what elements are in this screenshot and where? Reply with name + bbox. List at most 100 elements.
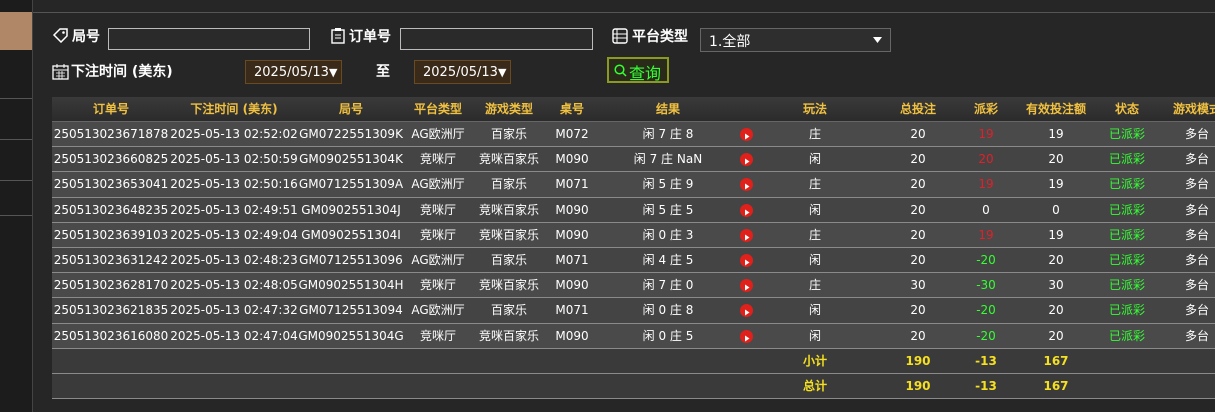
round-id: GM0722551309K [299,127,403,141]
platform: 竞咪厅 [419,152,456,167]
total-label: 总计 [802,379,827,393]
table-row[interactable] [52,248,1215,274]
round-id: GM07125513096 [299,253,403,267]
order-input[interactable] [400,28,593,50]
date-from[interactable]: 2025/05/13▼ [245,60,342,84]
total-row [52,374,1215,400]
order-id: 250513023653041 [53,177,169,192]
play-icon[interactable] [740,304,753,318]
play-triangle [745,133,750,140]
payout: 19 [978,177,994,192]
header-game-type: 游戏类型 [484,102,533,116]
total-bet: 20 [910,328,926,343]
valid-bet: 20 [1048,253,1064,267]
game-mode: 多台 [1184,177,1209,192]
table-row[interactable] [52,197,1215,223]
play-icon[interactable] [740,203,753,217]
bet-type: 庄 [808,278,821,293]
bet-time: 2025-05-13 02:47:04 [170,328,298,343]
to-label: 至 [376,64,390,80]
table-row[interactable] [52,222,1215,248]
order-id: 250513023628170 [53,278,169,293]
table-no: M090 [555,328,589,343]
bet-time: 2025-05-13 02:48:05 [170,278,298,293]
bet-type: 闲 [808,253,821,267]
round-id: GM0712551309A [298,177,404,192]
total-bet: 20 [910,227,926,242]
dropdown-arrow: ▼ [497,66,507,79]
date-to[interactable]: 2025/05/13▼ [414,60,511,84]
table-row[interactable] [52,122,1215,148]
header-total-bet: 总投注 [899,102,936,116]
bet-type: 闲 [808,328,821,343]
order-label: 订单号 [349,29,391,45]
sidebar-item[interactable] [0,180,32,216]
play-icon[interactable] [740,279,753,293]
list-icon [612,28,628,44]
header-game-mode: 游戏模式 [1172,102,1215,116]
play-triangle [745,335,750,342]
play-icon[interactable] [740,254,753,267]
table-row[interactable] [52,273,1215,299]
platform-select[interactable]: 1.全部 [700,28,891,52]
order-id: 250513023660825 [53,152,169,167]
header-valid-bet: 有效投注额 [1025,102,1086,116]
total-bet: 20 [910,152,926,167]
valid-bet: 19 [1048,127,1064,141]
game-type: 百家乐 [490,303,527,318]
time-label: 下注时间 (美东) [71,64,173,80]
header-bet-time: 下注时间 (美东) [190,102,278,116]
bet-time: 2025-05-13 02:49:51 [170,202,298,217]
query-button[interactable]: 查询 [607,57,669,83]
game-mode: 多台 [1184,328,1209,343]
game-type: 百家乐 [490,127,527,141]
order-id: 250513023648235 [53,202,169,217]
status: 已派彩 [1108,328,1145,343]
table-row[interactable] [52,323,1215,349]
payout: 19 [978,227,994,242]
table-no: M071 [555,177,589,192]
table-no: M090 [555,227,589,242]
play-icon[interactable] [740,228,753,242]
sidebar [0,0,33,412]
play-triangle [745,234,750,241]
play-icon[interactable] [740,128,753,141]
round-input[interactable] [108,28,310,50]
valid-bet: 30 [1048,278,1064,293]
subtotal-row [52,348,1215,374]
table-no: M090 [555,278,589,293]
payout: 19 [978,127,994,141]
search-icon [614,64,627,77]
payout: -20 [976,328,996,343]
clipboard-icon [331,28,345,44]
game-type: 竞咪百家乐 [478,328,539,343]
bet-time: 2025-05-13 02:48:23 [170,253,298,267]
payout: 20 [978,152,994,167]
play-icon[interactable] [740,178,753,192]
status: 已派彩 [1108,303,1145,318]
total-bet: 20 [910,202,926,217]
table-row[interactable] [52,147,1215,173]
bet-time: 2025-05-13 02:49:04 [170,227,298,242]
sidebar-item[interactable] [0,98,32,140]
order-id: 250513023616080 [53,328,169,343]
game-mode: 多台 [1184,253,1209,267]
play-triangle [745,209,750,216]
result: 闲 7 庄 0 [642,278,694,293]
dropdown-arrow: ▼ [328,66,338,79]
bet-type: 庄 [808,127,821,141]
table-row[interactable] [52,172,1215,198]
valid-bet: 20 [1048,152,1064,167]
round-id: GM07125513094 [299,303,403,318]
sidebar-active-item[interactable] [0,12,32,50]
play-icon[interactable] [740,153,753,167]
game-type: 百家乐 [490,177,527,192]
platform: 竞咪厅 [419,328,456,343]
play-icon[interactable] [740,329,753,343]
table-row[interactable] [52,298,1215,324]
result: 闲 5 庄 9 [642,177,694,192]
table-no: M090 [555,202,589,217]
round-id: GM0902551304H [298,278,404,293]
play-triangle [745,183,750,190]
